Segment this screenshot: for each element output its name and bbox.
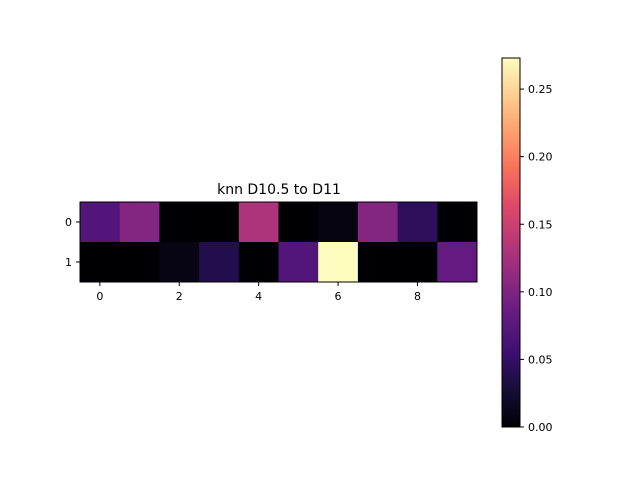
heatmap-cell [80,242,121,283]
heatmap-cell [199,242,240,283]
heatmap-cell [357,202,398,243]
x-tick-label: 2 [176,290,183,303]
heatmap-cells [80,202,478,283]
colorbar-axis: 0.00 0.05 0.10 0.15 0.20 0.25 [520,83,553,434]
heatmap-cell [199,202,240,243]
x-axis: 0 2 4 6 8 [96,282,421,303]
chart-title: knn D10.5 to D11 [217,182,341,198]
colorbar-tick-label: 0.05 [528,353,553,366]
heatmap-cell [238,202,279,243]
colorbar-tick-label: 0.15 [528,218,553,231]
heatmap-cell [437,202,478,243]
x-tick-label: 0 [96,290,103,303]
heatmap-cell [80,202,121,243]
heatmap-cell [238,242,279,283]
heatmap-frame [79,201,478,283]
x-tick-label: 6 [335,290,342,303]
y-tick-label: 1 [65,256,72,269]
colorbar-tick-label: 0.25 [528,83,553,96]
heatmap-cell [397,202,438,243]
y-axis: 01 [65,216,80,269]
heatmap-cell [159,242,200,283]
y-tick-label: 0 [65,216,72,229]
heatmap-cell [437,242,478,283]
heatmap-cell [318,202,359,243]
colorbar-tick-label: 0.20 [528,151,553,164]
heatmap-cell [278,242,319,283]
heatmap-cell [278,202,319,243]
heatmap-cell [119,202,160,243]
colorbar-tick-label: 0.10 [528,286,553,299]
heatmap-cell [397,242,438,283]
colorbar-tick-label: 0.00 [528,421,553,434]
x-tick-label: 8 [414,290,421,303]
x-tick-label: 4 [255,290,262,303]
heatmap-cell [318,242,359,283]
colorbar [501,57,521,428]
heatmap-cell [159,202,200,243]
heatmap-cell [357,242,398,283]
heatmap-cell [119,242,160,283]
